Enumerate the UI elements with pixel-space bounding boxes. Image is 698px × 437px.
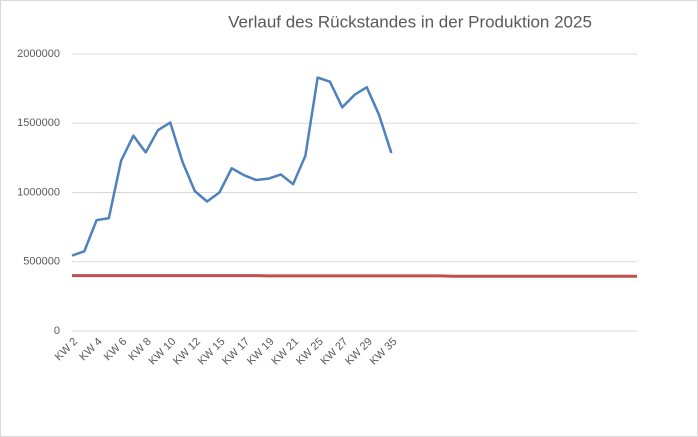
y-tick-label: 1000000	[17, 186, 60, 198]
y-tick-label: 0	[54, 325, 60, 337]
y-tick-label: 1500000	[17, 117, 60, 129]
y-tick-label: 2000000	[17, 48, 60, 60]
series-line	[71, 76, 393, 257]
series-line	[72, 274, 637, 278]
y-tick-label: 500000	[23, 256, 60, 268]
chart-title: Verlauf des Rückstandes in der Produktio…	[228, 12, 592, 31]
